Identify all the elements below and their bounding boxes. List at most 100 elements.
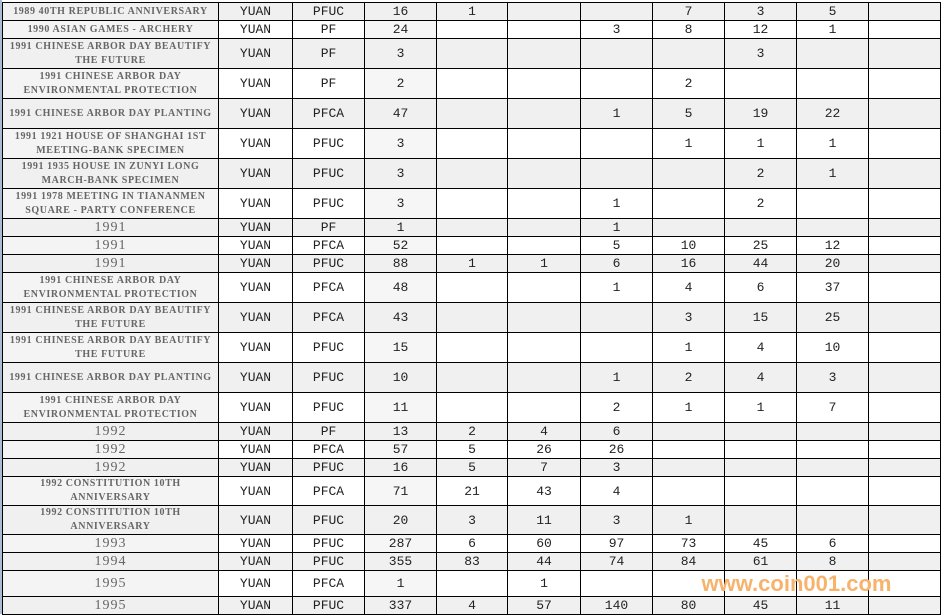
table-row: 1991 CHINESE ARBOR DAY ENVIRONMENTAL PRO… [2,392,941,423]
cell-count-4: 7 [652,2,725,21]
cell-description: 1992 CONSTITUTION 10TH ANNIVERSARY [2,505,219,535]
cell-count-6 [796,440,869,459]
table-row: 1990 ASIAN GAMES - ARCHERY YUAN PF 24 3 8 12 1 [2,20,941,39]
cell-count-3 [580,570,653,597]
cell-count-5: 45 [724,534,797,553]
cell-count-4 [652,422,725,441]
cell-count-3: 97 [580,534,653,553]
cell-grade-type: PFUC [292,332,365,363]
cell-grade-type: PFUC [292,552,365,571]
cell-total: 287 [364,534,437,553]
cell-count-7 [868,332,941,363]
cell-count-2: 44 [507,552,581,571]
cell-count-6: 1 [796,158,869,189]
cell-description: 1995 [2,596,219,615]
cell-count-6 [796,458,869,477]
cell-currency: YUAN [218,392,293,423]
cell-count-2 [507,98,581,129]
cell-currency: YUAN [218,158,293,189]
cell-count-2: 11 [507,505,581,535]
cell-count-3 [580,158,653,189]
cell-count-4: 1 [652,332,725,363]
cell-grade-type: PFUC [292,534,365,553]
cell-description: 1991 1921 HOUSE OF SHANGHAI 1ST MEETING-… [2,128,219,159]
cell-count-1 [436,188,508,219]
cell-currency: YUAN [218,38,293,69]
table-row: 1995 YUAN PFUC 337 4 57 140 80 45 11 [2,596,941,615]
cell-count-6 [796,570,869,597]
cell-currency: YUAN [218,188,293,219]
cell-count-4 [652,476,725,506]
table-row: 1991 CHINESE ARBOR DAY PLANTING YUAN PFUC 1… [2,362,941,393]
cell-currency: YUAN [218,98,293,129]
cell-count-1 [436,272,508,303]
cell-count-5 [724,218,797,237]
cell-grade-type: PFUC [292,158,365,189]
cell-currency: YUAN [218,534,293,553]
cell-total: 355 [364,552,437,571]
table-row: 1992 CONSTITUTION 10TH ANNIVERSARY YUAN PF… [2,476,941,506]
cell-currency: YUAN [218,254,293,273]
cell-count-2: 1 [507,570,581,597]
cell-total: 47 [364,98,437,129]
cell-grade-type: PFUC [292,458,365,477]
cell-count-5: 1 [724,392,797,423]
cell-count-2 [507,272,581,303]
cell-count-7 [868,236,941,255]
cell-grade-type: PFUC [292,362,365,393]
cell-count-1: 1 [436,2,508,21]
cell-count-4: 2 [652,362,725,393]
cell-count-3: 5 [580,236,653,255]
cell-count-6: 7 [796,392,869,423]
cell-grade-type: PFCA [292,98,365,129]
cell-count-1 [436,68,508,99]
cell-description: 1995 [2,570,219,597]
cell-count-6 [796,188,869,219]
cell-count-3: 3 [580,505,653,535]
cell-grade-type: PFCA [292,440,365,459]
cell-grade-type: PFUC [292,2,365,21]
cell-grade-type: PF [292,20,365,39]
cell-count-4: 16 [652,254,725,273]
cell-count-5: 61 [724,552,797,571]
cell-count-4: 3 [652,302,725,333]
cell-count-3: 1 [580,98,653,129]
cell-grade-type: PFUC [292,128,365,159]
cell-count-6: 1 [796,20,869,39]
cell-total: 3 [364,128,437,159]
cell-count-1 [436,570,508,597]
cell-count-7 [868,20,941,39]
cell-count-6: 8 [796,552,869,571]
cell-count-4 [652,570,725,597]
cell-count-7 [868,596,941,615]
cell-count-4 [652,440,725,459]
cell-count-1: 5 [436,458,508,477]
cell-count-1: 6 [436,534,508,553]
cell-count-3 [580,38,653,69]
cell-count-2 [507,302,581,333]
cell-count-7 [868,552,941,571]
cell-count-7 [868,188,941,219]
cell-count-3: 6 [580,422,653,441]
cell-description: 1991 CHINESE ARBOR DAY ENVIRONMENTAL PRO… [2,68,219,99]
cell-count-5: 1 [724,128,797,159]
cell-count-3: 1 [580,188,653,219]
table-row: 1992 YUAN PFUC 16 5 7 3 [2,458,941,477]
cell-total: 43 [364,302,437,333]
table-row: 1991 CHINESE ARBOR DAY BEAUTIFY THE FUTU… [2,38,941,69]
cell-description: 1991 CHINESE ARBOR DAY ENVIRONMENTAL PRO… [2,272,219,303]
cell-grade-type: PFCA [292,476,365,506]
cell-count-5: 2 [724,188,797,219]
cell-count-3: 26 [580,440,653,459]
cell-count-6: 3 [796,362,869,393]
cell-count-7 [868,440,941,459]
cell-description: 1992 CONSTITUTION 10TH ANNIVERSARY [2,476,219,506]
cell-total: 337 [364,596,437,615]
cell-count-4 [652,458,725,477]
cell-count-1: 5 [436,440,508,459]
cell-description: 1989 40TH REPUBLIC ANNIVERSARY [2,2,219,21]
cell-description: 1991 [2,236,219,255]
cell-currency: YUAN [218,552,293,571]
cell-grade-type: PFUC [292,392,365,423]
cell-grade-type: PFUC [292,505,365,535]
